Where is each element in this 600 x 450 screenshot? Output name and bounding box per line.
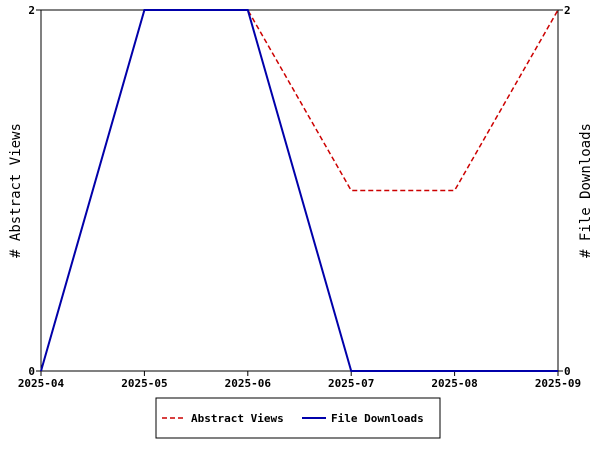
x-tick-label-2025-09: 2025-09 [535,377,581,390]
y-axis-left: 02 [28,4,41,378]
legend-box [155,397,441,439]
y-right-tick-label-0: 0 [564,365,571,378]
x-tick-label-2025-07: 2025-07 [328,377,374,390]
plot-frame [40,9,559,372]
y-left-tick-label-0: 0 [28,365,35,378]
y-right-tick-label-2: 2 [564,4,571,17]
y-axis-right-title: # File Downloads [578,123,594,258]
y-axis-left-title: # Abstract Views [8,123,24,258]
series-line-file-downloads [40,9,558,372]
y-left-tick-label-2: 2 [28,4,35,17]
x-tick-label-2025-04: 2025-04 [18,377,65,390]
x-tick-label-2025-06: 2025-06 [225,377,272,390]
x-tick-label-2025-08: 2025-08 [431,377,477,390]
x-axis: 2025-04 2025-05 2025-06 2025-07 2025-08 2025-… [18,371,581,390]
legend-label-abstract-views: Abstract Views [191,412,284,425]
series-group [40,9,559,372]
x-tick-label-2025-05: 2025-05 [121,377,167,390]
y-axis-right: 02 [558,4,571,378]
legend-label-file-downloads: File Downloads [331,412,424,425]
legend: Abstract Views File Downloads [155,397,441,439]
